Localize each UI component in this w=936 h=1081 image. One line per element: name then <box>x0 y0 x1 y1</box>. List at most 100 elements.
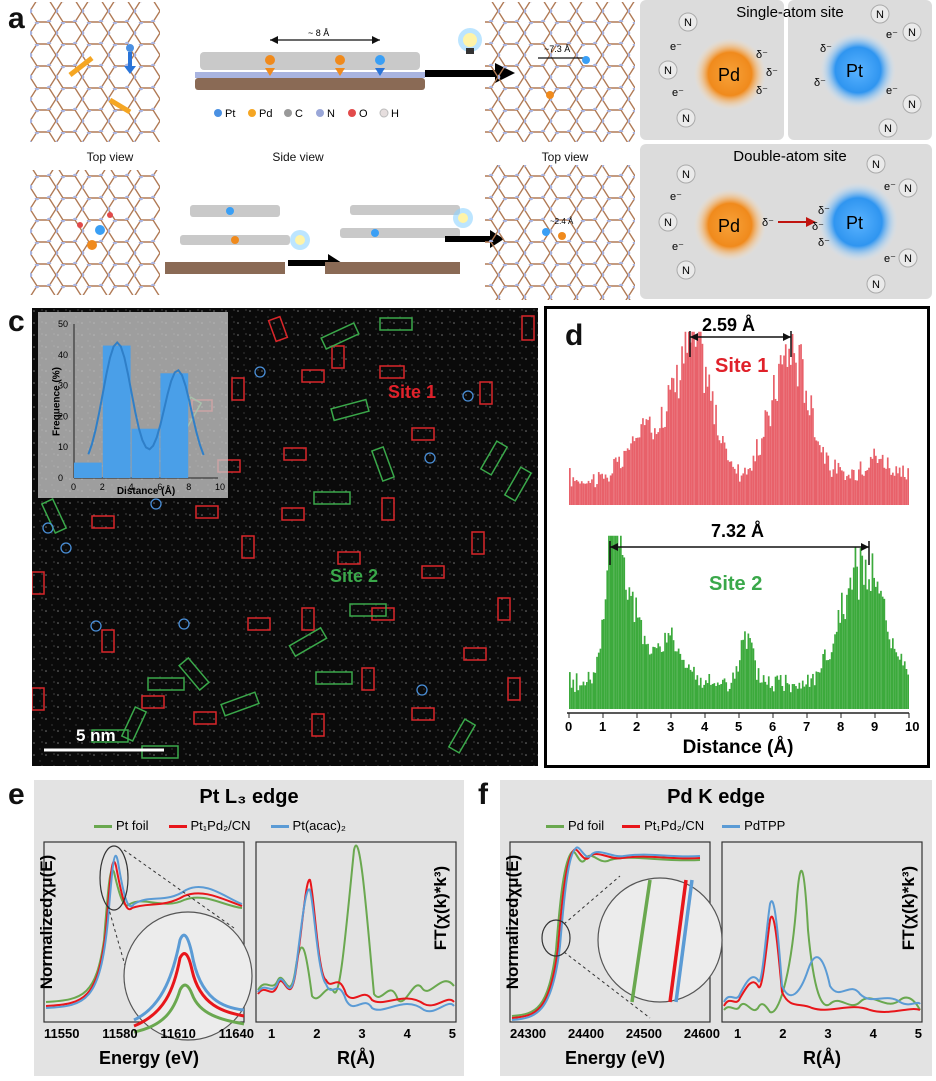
profile-bar <box>888 468 891 505</box>
profile-bar <box>781 686 784 709</box>
svg-text:H: H <box>391 108 399 120</box>
profile-bar <box>759 454 762 505</box>
profile-bar <box>735 666 738 709</box>
profile-bar <box>820 452 823 505</box>
svg-text:δ⁻: δ⁻ <box>762 217 774 229</box>
profile-bar <box>852 567 855 709</box>
profile-bar <box>623 450 626 505</box>
profile-bar <box>754 660 756 709</box>
profile-bar <box>693 331 695 505</box>
inset-ytick: 40 <box>58 350 68 360</box>
profile-bar <box>890 474 892 505</box>
profile-bar <box>864 470 867 505</box>
profile-bar <box>691 671 694 709</box>
profile-bar <box>618 456 620 505</box>
profile-bar <box>599 648 602 709</box>
profile-bar <box>885 468 887 505</box>
profile-bar <box>659 428 661 505</box>
profile-bar <box>706 683 709 709</box>
profile-bar <box>849 577 852 709</box>
inset-ytick: 10 <box>58 442 68 452</box>
profile-bar <box>737 464 739 505</box>
profile-bar <box>886 457 889 505</box>
profile-bar <box>698 331 700 505</box>
profile-bar <box>837 609 840 709</box>
profile-xlabel: Distance (Å) <box>682 737 794 758</box>
profile-bar <box>631 591 634 709</box>
profile-bar <box>761 682 763 709</box>
profile-bar <box>902 465 904 505</box>
profile-bar <box>669 635 671 709</box>
profile-bar <box>665 411 668 505</box>
profile-bar <box>580 685 583 709</box>
profile-bar <box>892 638 894 709</box>
profile-bar <box>665 642 668 709</box>
profile-bar <box>868 579 870 709</box>
profile-bar <box>613 458 615 505</box>
scale-bar-label: 5 nm <box>76 726 116 745</box>
panel-a-structures: ~ 8 Å Pt Pd C N O H ~7.3 Å ~2. <box>30 2 635 300</box>
side-distance: ~ 8 Å <box>308 28 329 38</box>
profile-bar <box>762 436 765 505</box>
profile-bar <box>875 455 877 505</box>
profile-bar <box>716 435 719 505</box>
line-profiles: 0 1 2 3 4 5 6 7 8 9 10 <box>565 331 919 734</box>
profile-bar <box>863 475 865 505</box>
profile-bar <box>708 374 711 505</box>
panel-f-title: Pd K edge <box>667 786 765 808</box>
profile-bar <box>818 672 821 709</box>
profile-bar <box>574 691 576 709</box>
profile-bar <box>713 424 716 505</box>
profile-bar <box>735 473 738 505</box>
profile-bar <box>620 535 622 709</box>
site1-boxes <box>32 315 535 737</box>
atom-legend: Pt Pd C N O H <box>214 108 399 120</box>
profile-bar <box>817 671 819 709</box>
profile-bar <box>604 599 607 709</box>
profile-bar <box>905 669 908 709</box>
profile-bar <box>722 436 724 505</box>
profile-bar <box>807 674 809 709</box>
profile-bar <box>841 470 843 505</box>
profile-bar <box>886 631 889 709</box>
profile-bar <box>774 398 777 505</box>
profile-bar <box>620 468 622 505</box>
profile-bar <box>664 632 666 709</box>
profile-bar <box>662 651 665 709</box>
profile-bar <box>642 644 644 709</box>
panel-f-legend: Pd foil Pt₁Pd₂/CN PdTPP <box>546 818 916 833</box>
profile-bar <box>844 479 847 505</box>
profile-bar <box>647 643 649 709</box>
panel-e-ylabel-left: Normalizedχμ(E) <box>37 854 56 990</box>
profile-bar <box>871 553 874 709</box>
panel-e-bg: Pt L₃ edge Pt foil Pt₁Pd₂/CN Pt(acac)₂ N… <box>34 780 464 1076</box>
profile-bar <box>733 678 736 709</box>
profile-bar <box>808 415 811 505</box>
profile-bar <box>618 547 620 709</box>
profile-bar <box>784 674 787 709</box>
svg-text:O: O <box>359 108 368 120</box>
profile-bar <box>749 638 751 709</box>
svg-text:N: N <box>684 17 692 29</box>
profile-bar <box>880 590 882 709</box>
profile-bar <box>643 425 646 505</box>
profile-bar <box>691 331 694 505</box>
legend-pt-foil: Pt foil <box>94 818 149 833</box>
stem-image: Site 1 Site 2 5 nm 0 10 20 30 40 50 0 2 4 6 8 10 F… <box>32 308 538 766</box>
profile-bar <box>808 686 811 709</box>
profile-bar <box>592 672 595 709</box>
profile-bar <box>679 380 682 505</box>
profile-bar <box>893 648 896 709</box>
site1-label: Site 1 <box>388 382 437 402</box>
profile-bar <box>846 594 848 709</box>
profile-bar <box>778 363 780 505</box>
profile-bar <box>626 599 629 709</box>
profile-xtick: 8 <box>837 719 844 734</box>
top-view-left <box>30 2 160 142</box>
profile-bar <box>711 683 714 709</box>
profile-bar <box>841 592 843 709</box>
profile-bar <box>682 659 685 709</box>
profile-bar <box>642 418 644 505</box>
